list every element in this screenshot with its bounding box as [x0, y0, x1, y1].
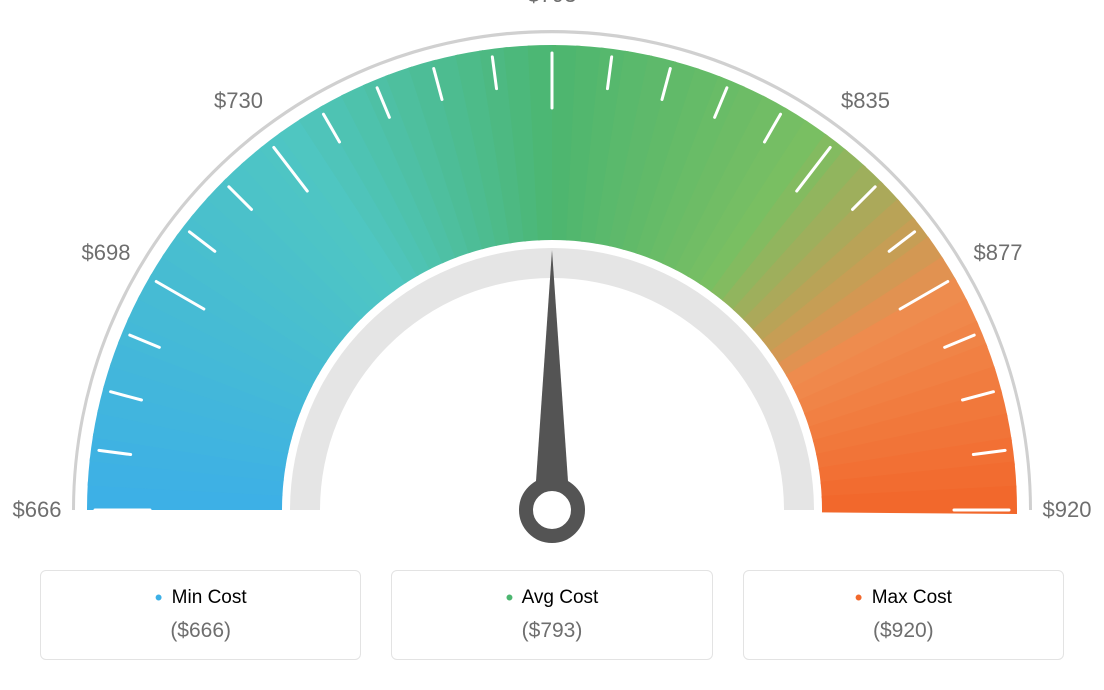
gauge-tick-label: $835: [841, 88, 890, 114]
legend-box-min: • Min Cost ($666): [40, 570, 361, 660]
legend-max-label: Max Cost: [872, 587, 952, 608]
gauge-tick-label: $920: [1043, 497, 1092, 523]
legend-min-value: ($666): [51, 619, 350, 643]
legend-row: • Min Cost ($666) • Avg Cost ($793) • Ma…: [40, 570, 1064, 660]
gauge-tick-label: $877: [974, 240, 1023, 266]
dot-icon: •: [155, 585, 163, 610]
legend-avg-value: ($793): [402, 619, 701, 643]
gauge-tick-label: $793: [528, 0, 577, 8]
gauge-chart: $666 $698 $730 $793 $835 $877 $920: [0, 0, 1104, 560]
gauge-tick-label: $666: [13, 497, 62, 523]
legend-max-value: ($920): [754, 619, 1053, 643]
gauge-svg: [0, 0, 1104, 560]
dot-icon: •: [506, 585, 514, 610]
legend-avg-title: • Avg Cost: [402, 585, 701, 611]
chart-container: $666 $698 $730 $793 $835 $877 $920 • Min Cost …: [0, 0, 1104, 690]
gauge-tick-label: $698: [82, 240, 131, 266]
legend-avg-label: Avg Cost: [522, 587, 599, 608]
legend-max-title: • Max Cost: [754, 585, 1053, 611]
dot-icon: •: [855, 585, 863, 610]
legend-box-avg: • Avg Cost ($793): [391, 570, 712, 660]
legend-box-max: • Max Cost ($920): [743, 570, 1064, 660]
legend-min-label: Min Cost: [172, 587, 247, 608]
gauge-tick-label: $730: [214, 88, 263, 114]
legend-min-title: • Min Cost: [51, 585, 350, 611]
